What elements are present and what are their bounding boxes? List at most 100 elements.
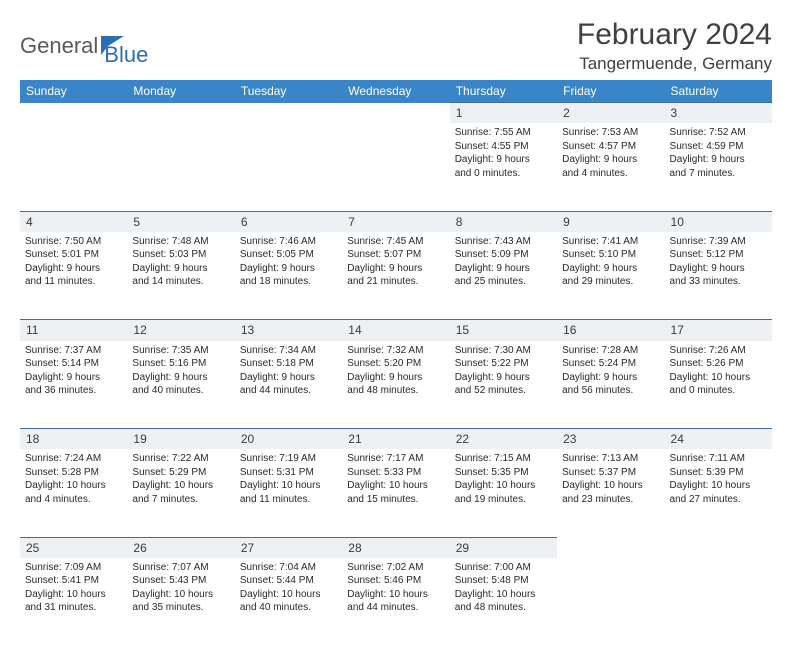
sunrise-text: Sunrise: 7:19 AM xyxy=(240,452,337,466)
daylight-text: and 0 minutes. xyxy=(455,167,552,181)
daylight-text: Daylight: 9 hours xyxy=(347,371,444,385)
logo-text-general: General xyxy=(20,33,98,59)
day-cell: Sunrise: 7:43 AMSunset: 5:09 PMDaylight:… xyxy=(450,232,557,320)
sunset-text: Sunset: 5:10 PM xyxy=(562,248,659,262)
sunset-text: Sunset: 5:37 PM xyxy=(562,466,659,480)
day-cell: Sunrise: 7:17 AMSunset: 5:33 PMDaylight:… xyxy=(342,449,449,537)
sunset-text: Sunset: 5:43 PM xyxy=(132,574,229,588)
sunset-text: Sunset: 5:48 PM xyxy=(455,574,552,588)
daylight-text: and 14 minutes. xyxy=(132,275,229,289)
daylight-text: and 0 minutes. xyxy=(670,384,767,398)
sunrise-text: Sunrise: 7:50 AM xyxy=(25,235,122,249)
sunrise-text: Sunrise: 7:13 AM xyxy=(562,452,659,466)
sunset-text: Sunset: 5:31 PM xyxy=(240,466,337,480)
sunset-text: Sunset: 5:05 PM xyxy=(240,248,337,262)
daylight-text: and 48 minutes. xyxy=(455,601,552,615)
daylight-text: Daylight: 9 hours xyxy=(455,153,552,167)
daylight-text: and 44 minutes. xyxy=(347,601,444,615)
day-number: 17 xyxy=(665,320,772,341)
sunset-text: Sunset: 5:26 PM xyxy=(670,357,767,371)
sunrise-text: Sunrise: 7:24 AM xyxy=(25,452,122,466)
daylight-text: Daylight: 9 hours xyxy=(670,153,767,167)
daylight-text: and 35 minutes. xyxy=(132,601,229,615)
day-cell: Sunrise: 7:46 AMSunset: 5:05 PMDaylight:… xyxy=(235,232,342,320)
day-cell: Sunrise: 7:02 AMSunset: 5:46 PMDaylight:… xyxy=(342,558,449,646)
day-number-row: 11121314151617 xyxy=(20,320,772,341)
day-cell: Sunrise: 7:04 AMSunset: 5:44 PMDaylight:… xyxy=(235,558,342,646)
logo-text-blue: Blue xyxy=(104,24,148,68)
daylight-text: Daylight: 9 hours xyxy=(132,262,229,276)
daylight-text: and 48 minutes. xyxy=(347,384,444,398)
day-cell: Sunrise: 7:09 AMSunset: 5:41 PMDaylight:… xyxy=(20,558,127,646)
sunset-text: Sunset: 5:28 PM xyxy=(25,466,122,480)
sunset-text: Sunset: 5:46 PM xyxy=(347,574,444,588)
daylight-text: and 4 minutes. xyxy=(562,167,659,181)
day-cell: Sunrise: 7:50 AMSunset: 5:01 PMDaylight:… xyxy=(20,232,127,320)
sunrise-text: Sunrise: 7:37 AM xyxy=(25,344,122,358)
sunrise-text: Sunrise: 7:35 AM xyxy=(132,344,229,358)
daylight-text: Daylight: 10 hours xyxy=(455,479,552,493)
sunrise-text: Sunrise: 7:52 AM xyxy=(670,126,767,140)
daylight-text: and 44 minutes. xyxy=(240,384,337,398)
sunrise-text: Sunrise: 7:26 AM xyxy=(670,344,767,358)
weekday-header: Wednesday xyxy=(342,80,449,103)
daylight-text: Daylight: 10 hours xyxy=(25,479,122,493)
weekday-header: Thursday xyxy=(450,80,557,103)
daylight-text: and 56 minutes. xyxy=(562,384,659,398)
sunrise-text: Sunrise: 7:53 AM xyxy=(562,126,659,140)
day-cell: Sunrise: 7:37 AMSunset: 5:14 PMDaylight:… xyxy=(20,341,127,429)
weekday-header-row: SundayMondayTuesdayWednesdayThursdayFrid… xyxy=(20,80,772,103)
sunrise-text: Sunrise: 7:02 AM xyxy=(347,561,444,575)
sunrise-text: Sunrise: 7:34 AM xyxy=(240,344,337,358)
daylight-text: Daylight: 9 hours xyxy=(455,262,552,276)
daylight-text: Daylight: 9 hours xyxy=(132,371,229,385)
day-number: 6 xyxy=(235,211,342,232)
daylight-text: Daylight: 9 hours xyxy=(240,371,337,385)
day-cell: Sunrise: 7:32 AMSunset: 5:20 PMDaylight:… xyxy=(342,341,449,429)
day-cell xyxy=(235,123,342,211)
day-cell xyxy=(665,558,772,646)
day-cell: Sunrise: 7:52 AMSunset: 4:59 PMDaylight:… xyxy=(665,123,772,211)
day-number: 26 xyxy=(127,537,234,558)
day-cell: Sunrise: 7:15 AMSunset: 5:35 PMDaylight:… xyxy=(450,449,557,537)
daylight-text: and 31 minutes. xyxy=(25,601,122,615)
sunset-text: Sunset: 5:09 PM xyxy=(455,248,552,262)
daylight-text: Daylight: 10 hours xyxy=(562,479,659,493)
day-cell: Sunrise: 7:34 AMSunset: 5:18 PMDaylight:… xyxy=(235,341,342,429)
day-content-row: Sunrise: 7:50 AMSunset: 5:01 PMDaylight:… xyxy=(20,232,772,320)
daylight-text: Daylight: 9 hours xyxy=(670,262,767,276)
day-cell: Sunrise: 7:19 AMSunset: 5:31 PMDaylight:… xyxy=(235,449,342,537)
day-cell: Sunrise: 7:00 AMSunset: 5:48 PMDaylight:… xyxy=(450,558,557,646)
weekday-header: Friday xyxy=(557,80,664,103)
day-number-row: 18192021222324 xyxy=(20,429,772,450)
day-number xyxy=(20,103,127,124)
sunset-text: Sunset: 5:35 PM xyxy=(455,466,552,480)
day-number: 8 xyxy=(450,211,557,232)
day-number: 28 xyxy=(342,537,449,558)
sunrise-text: Sunrise: 7:09 AM xyxy=(25,561,122,575)
weekday-header: Tuesday xyxy=(235,80,342,103)
location: Tangermuende, Germany xyxy=(577,54,772,74)
day-cell: Sunrise: 7:53 AMSunset: 4:57 PMDaylight:… xyxy=(557,123,664,211)
day-cell: Sunrise: 7:24 AMSunset: 5:28 PMDaylight:… xyxy=(20,449,127,537)
sunset-text: Sunset: 5:18 PM xyxy=(240,357,337,371)
weekday-header: Monday xyxy=(127,80,234,103)
day-number xyxy=(127,103,234,124)
day-cell: Sunrise: 7:41 AMSunset: 5:10 PMDaylight:… xyxy=(557,232,664,320)
daylight-text: and 21 minutes. xyxy=(347,275,444,289)
sunset-text: Sunset: 4:59 PM xyxy=(670,140,767,154)
daylight-text: and 52 minutes. xyxy=(455,384,552,398)
day-number: 19 xyxy=(127,429,234,450)
daylight-text: and 33 minutes. xyxy=(670,275,767,289)
day-number-row: 123 xyxy=(20,103,772,124)
day-number xyxy=(235,103,342,124)
day-number: 9 xyxy=(557,211,664,232)
day-number xyxy=(557,537,664,558)
sunrise-text: Sunrise: 7:07 AM xyxy=(132,561,229,575)
sunset-text: Sunset: 4:55 PM xyxy=(455,140,552,154)
sunrise-text: Sunrise: 7:30 AM xyxy=(455,344,552,358)
sunrise-text: Sunrise: 7:15 AM xyxy=(455,452,552,466)
day-number: 1 xyxy=(450,103,557,124)
daylight-text: and 19 minutes. xyxy=(455,493,552,507)
day-content-row: Sunrise: 7:09 AMSunset: 5:41 PMDaylight:… xyxy=(20,558,772,646)
